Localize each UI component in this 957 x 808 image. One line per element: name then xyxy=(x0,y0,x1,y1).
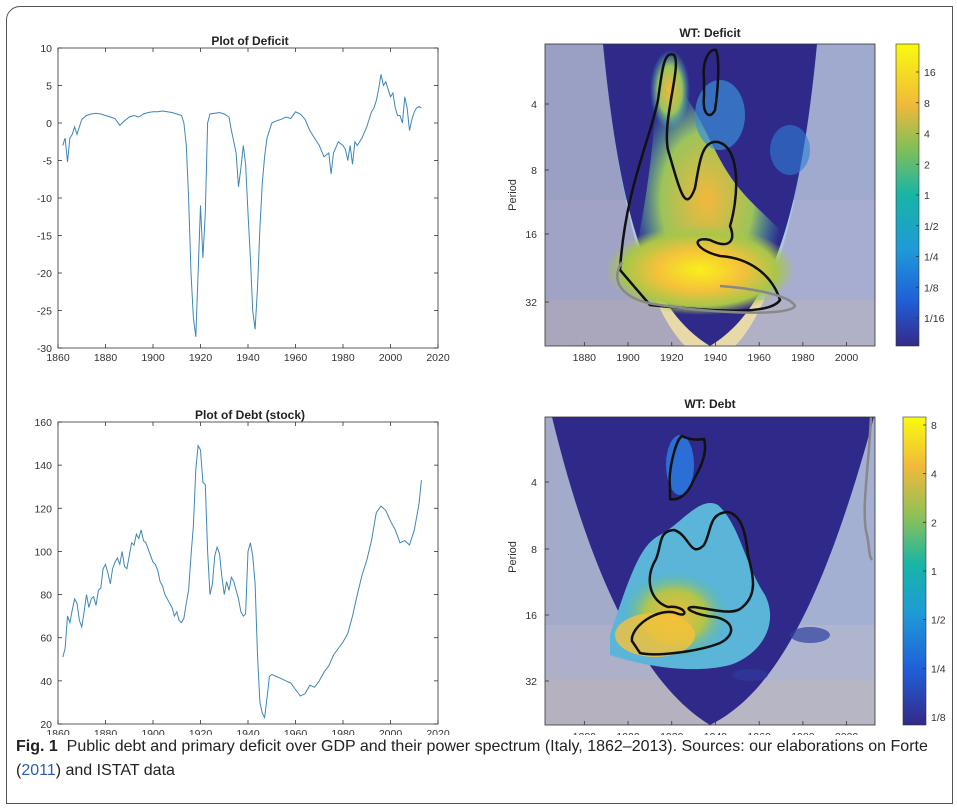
x-tick-label: 1980 xyxy=(331,728,355,735)
y-tick-label: 32 xyxy=(525,676,537,688)
x-tick-label: 1920 xyxy=(660,352,684,364)
colorbar-tick-label: 1/2 xyxy=(931,615,946,627)
y-tick-label: -5 xyxy=(43,156,52,168)
deficit-chart-title: Plot of Deficit xyxy=(211,34,289,48)
x-tick-label: 1880 xyxy=(94,352,118,364)
y-tick-label: 8 xyxy=(531,544,537,556)
wt-deficit-svg: Period 4 8 16 32 1880 1900 1920 1940 1960 1980 20… xyxy=(507,43,945,364)
wt-deficit-heatmap xyxy=(545,44,875,346)
colorbar-tick-label: 4 xyxy=(924,129,930,141)
debt-line-chart: Plot of Debt (stock) 1860 1880 1900 1920 194… xyxy=(0,395,470,740)
colorbar-tick-label: 1/4 xyxy=(924,252,939,264)
figure-frame xyxy=(6,6,953,804)
x-tick-label: 1900 xyxy=(141,352,165,364)
y-tick-label: 80 xyxy=(40,590,52,602)
y-tick-label: -15 xyxy=(37,231,52,243)
wt-debt-ylabel: Period xyxy=(507,541,519,573)
deficit-line-chart: Plot of Deficit 1860 1880 1900 1920 1940 1960… xyxy=(0,0,470,370)
colorbar-tick-label: 4 xyxy=(931,469,937,481)
x-tick-label: 1880 xyxy=(573,352,597,364)
colorbar-tick-label: 1/16 xyxy=(924,313,945,325)
debt-plot-svg: 1860 1880 1900 1920 1940 1960 1980 2000 20201601… xyxy=(34,417,450,740)
y-tick-label: 4 xyxy=(531,99,537,111)
x-tick-label: 1880 xyxy=(94,728,118,735)
figure-caption: Fig. 1 Public debt and primary deficit o… xyxy=(16,735,941,783)
x-tick-label: 2020 xyxy=(426,352,450,364)
y-tick-label: -30 xyxy=(37,343,52,355)
x-tick-label: 2000 xyxy=(379,728,403,735)
y-tick-label: 60 xyxy=(40,633,52,645)
x-tick-label: 1920 xyxy=(189,352,213,364)
x-tick-label: 1940 xyxy=(704,352,728,364)
y-tick-label: 5 xyxy=(46,81,52,93)
x-tick-label: 1940 xyxy=(236,728,260,735)
x-tick-label: 1920 xyxy=(189,728,213,735)
x-tick-label: 2020 xyxy=(426,728,450,735)
x-tick-label: 1900 xyxy=(616,352,640,364)
x-tick-label: 1980 xyxy=(331,352,355,364)
x-tick-label: 1980 xyxy=(791,352,815,364)
x-tick-label: 1900 xyxy=(141,728,165,735)
x-tick-label: 1860 xyxy=(46,352,70,364)
wt-deficit-colorbar xyxy=(895,43,920,347)
y-tick-label: 20 xyxy=(40,719,52,731)
x-tick-label: 2000 xyxy=(835,352,859,364)
wt-deficit-title: WT: Deficit xyxy=(679,26,741,40)
y-tick-label: 16 xyxy=(525,610,537,622)
caption-label: Fig. 1 xyxy=(16,738,58,755)
wt-debt-chart: WT: Debt xyxy=(490,395,957,743)
wt-deficit-ylabel: Period xyxy=(507,179,519,211)
debt-chart-title: Plot of Debt (stock) xyxy=(195,408,305,422)
colorbar-tick-label: 1 xyxy=(924,190,930,202)
series-line xyxy=(62,444,422,720)
y-tick-label: -10 xyxy=(37,193,52,205)
deficit-plot-svg: 1860 1880 1900 1920 1940 1960 1980 2000 2020 10 5 0… xyxy=(37,43,450,364)
x-tick-label: 1940 xyxy=(236,352,260,364)
y-tick-label: 32 xyxy=(525,297,537,309)
y-tick-label: 120 xyxy=(34,503,52,515)
wt-deficit-chart: WT: Deficit xyxy=(490,0,957,370)
wt-debt-heatmap xyxy=(545,417,875,725)
colorbar-tick-label: 16 xyxy=(924,67,936,79)
y-tick-label: 4 xyxy=(531,477,537,489)
x-tick-label: 1960 xyxy=(284,728,308,735)
colorbar-tick-label: 2 xyxy=(924,159,930,171)
colorbar-tick-label: 1 xyxy=(931,566,937,578)
y-tick-label: 40 xyxy=(40,676,52,688)
colorbar-tick-label: 8 xyxy=(931,420,937,432)
y-tick-label: 16 xyxy=(525,229,537,241)
plot-area xyxy=(57,47,439,349)
colorbar-tick-label: 1/8 xyxy=(924,282,939,294)
wt-debt-colorbar xyxy=(902,416,927,726)
y-tick-label: 140 xyxy=(34,460,52,472)
x-tick-label: 2000 xyxy=(379,352,403,364)
colorbar-tick-label: 1/2 xyxy=(924,221,939,233)
caption-text: Public debt and primary deficit over GDP… xyxy=(16,738,928,779)
x-tick-label: 1960 xyxy=(284,352,308,364)
y-tick-label: 8 xyxy=(531,165,537,177)
x-tick-label: 1960 xyxy=(747,352,771,364)
y-tick-label: -25 xyxy=(37,306,52,318)
colorbar-tick-label: 1/4 xyxy=(931,663,946,675)
y-tick-label: -20 xyxy=(37,268,52,280)
y-tick-label: 100 xyxy=(34,546,52,558)
y-tick-label: 10 xyxy=(40,43,52,55)
y-tick-label: 0 xyxy=(46,118,52,130)
wt-debt-title: WT: Debt xyxy=(684,397,736,411)
series-line xyxy=(62,74,422,337)
caption-reference-link[interactable]: 2011 xyxy=(21,762,56,779)
colorbar-tick-label: 2 xyxy=(931,517,937,529)
plot-area xyxy=(57,421,439,725)
caption-text-end: ) and ISTAT data xyxy=(55,762,175,779)
colorbar-tick-label: 8 xyxy=(924,98,930,110)
colorbar-tick-label: 1/8 xyxy=(931,712,946,724)
y-tick-label: 160 xyxy=(34,417,52,429)
